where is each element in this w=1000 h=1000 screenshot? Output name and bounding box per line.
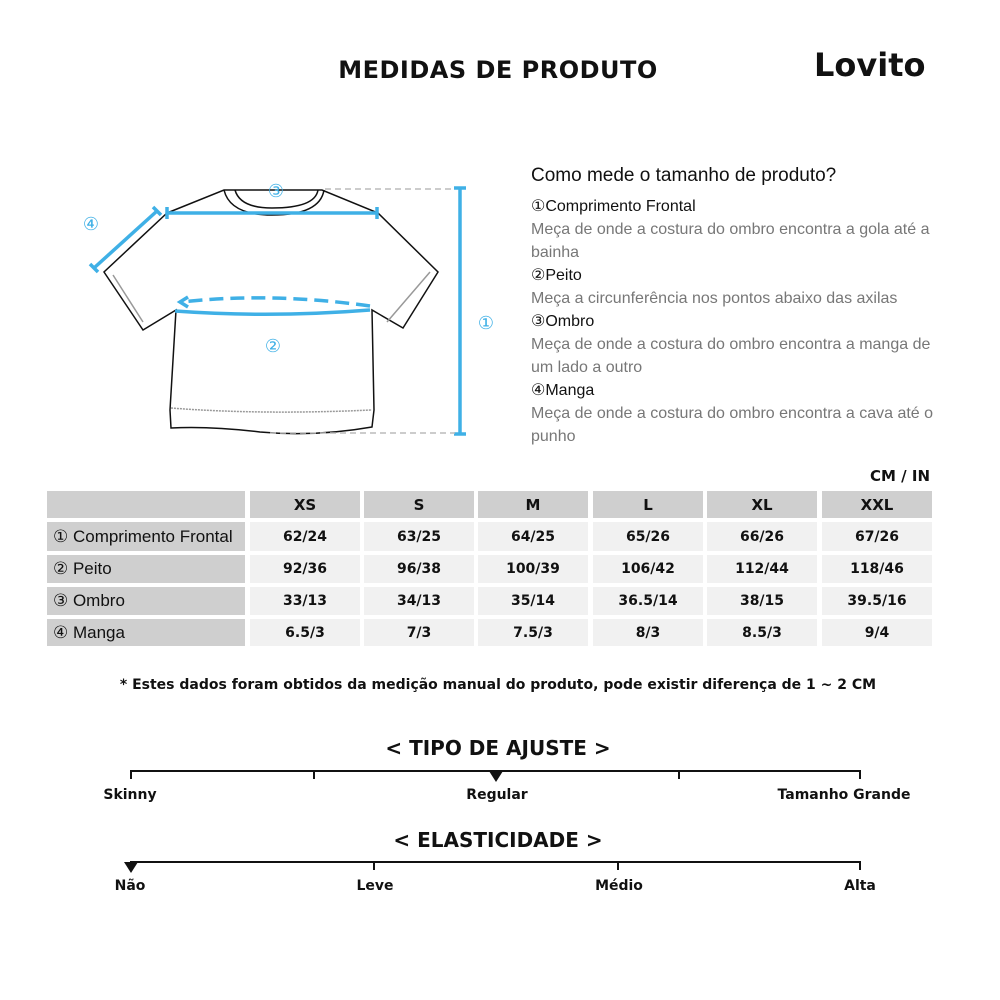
table-cell: 92/36	[250, 555, 360, 583]
size-header: L	[593, 491, 703, 518]
table-cell: 9/4	[822, 619, 932, 646]
guide-marker: ③	[531, 313, 546, 330]
scale-label: Skinny	[103, 787, 157, 803]
measurement-note: * Estes dados foram obtidos da medição m…	[119, 677, 877, 693]
guide-item-name: Ombro	[545, 313, 595, 330]
table-cell: 35/14	[478, 587, 588, 615]
table-cell: 62/24	[250, 522, 360, 551]
guide-item-title: ④Manga	[531, 379, 951, 402]
table-cell: 6.5/3	[250, 619, 360, 646]
table-cell: 65/26	[593, 522, 703, 551]
brand-logo: Lovito	[814, 46, 926, 84]
guide-item-name: Peito	[545, 267, 582, 284]
table-cell: 67/26	[822, 522, 932, 551]
measurement-guide: Como mede o tamanho de produto? ①Comprim…	[531, 165, 951, 448]
table-cell: 38/15	[707, 587, 817, 615]
scale-tick	[373, 861, 375, 870]
table-cell: 63/25	[364, 522, 474, 551]
tshirt-diagram: ③ ② ① ④	[83, 181, 494, 436]
size-header: XS	[250, 491, 360, 518]
page-title: MEDIDAS DE PRODUTO	[338, 56, 658, 84]
scale-pointer-icon	[489, 771, 503, 782]
row-label: ④ Manga	[47, 619, 245, 646]
table-cell: 39.5/16	[822, 587, 932, 615]
fit-title: < TIPO DE AJUSTE >	[385, 736, 611, 760]
row-label: ① Comprimento Frontal	[47, 522, 245, 551]
table-corner	[47, 491, 245, 518]
measure-lines	[88, 186, 466, 436]
guide-marker: ④	[531, 382, 546, 399]
table-cell: 64/25	[478, 522, 588, 551]
tshirt-outline	[103, 189, 439, 435]
guide-item-title: ②Peito	[531, 264, 951, 287]
unit-label: CM / IN	[870, 467, 930, 485]
marker-2: ②	[265, 336, 281, 357]
marker-4: ④	[83, 214, 99, 235]
scale-label: Leve	[356, 878, 394, 894]
row-label: ② Peito	[47, 555, 245, 583]
guide-question: Como mede o tamanho de produto?	[531, 165, 837, 186]
table-cell: 100/39	[478, 555, 588, 583]
guide-marker: ②	[531, 267, 546, 284]
scale-tick	[859, 861, 861, 870]
guide-marker: ①	[531, 198, 546, 215]
marker-1: ①	[478, 313, 494, 334]
table-cell: 118/46	[822, 555, 932, 583]
scale-label: Alta	[844, 878, 876, 894]
guide-item-desc: Meça de onde a costura do ombro encontra…	[531, 405, 934, 445]
scale-label: Não	[114, 878, 146, 894]
table-cell: 66/26	[707, 522, 817, 551]
guide-item-desc: Meça de onde a costura do ombro encontra…	[531, 336, 931, 376]
size-header: S	[364, 491, 474, 518]
table-cell: 36.5/14	[593, 587, 703, 615]
elasticity-title: < ELASTICIDADE >	[393, 828, 603, 852]
table-cell: 34/13	[364, 587, 474, 615]
scale-label: Regular	[466, 787, 528, 803]
scale-tick	[617, 861, 619, 870]
guide-item-desc: Meça a circunferência nos pontos abaixo …	[531, 290, 898, 307]
table-cell: 8.5/3	[707, 619, 817, 646]
guide-item-title: ①Comprimento Frontal	[531, 195, 951, 218]
marker-3: ③	[268, 181, 284, 202]
size-header: XXL	[822, 491, 932, 518]
guide-item-title: ③Ombro	[531, 310, 951, 333]
size-header: XL	[707, 491, 817, 518]
row-label: ③ Ombro	[47, 587, 245, 615]
table-cell: 106/42	[593, 555, 703, 583]
scale-pointer-icon	[124, 862, 138, 873]
table-cell: 8/3	[593, 619, 703, 646]
table-cell: 33/13	[250, 587, 360, 615]
table-cell: 7/3	[364, 619, 474, 646]
guide-item-name: Manga	[545, 382, 595, 399]
guide-item-name: Comprimento Frontal	[545, 198, 696, 215]
table-cell: 7.5/3	[478, 619, 588, 646]
table-cell: 96/38	[364, 555, 474, 583]
scale-tick	[313, 770, 315, 779]
scale-tick	[859, 770, 861, 779]
guide-item-desc: Meça de onde a costura do ombro encontra…	[531, 221, 930, 261]
scale-label: Médio	[595, 878, 643, 894]
scale-tick	[130, 770, 132, 779]
size-header: M	[478, 491, 588, 518]
scale-label: Tamanho Grande	[777, 787, 911, 803]
scale-line	[130, 861, 861, 863]
scale-tick	[678, 770, 680, 779]
table-cell: 112/44	[707, 555, 817, 583]
